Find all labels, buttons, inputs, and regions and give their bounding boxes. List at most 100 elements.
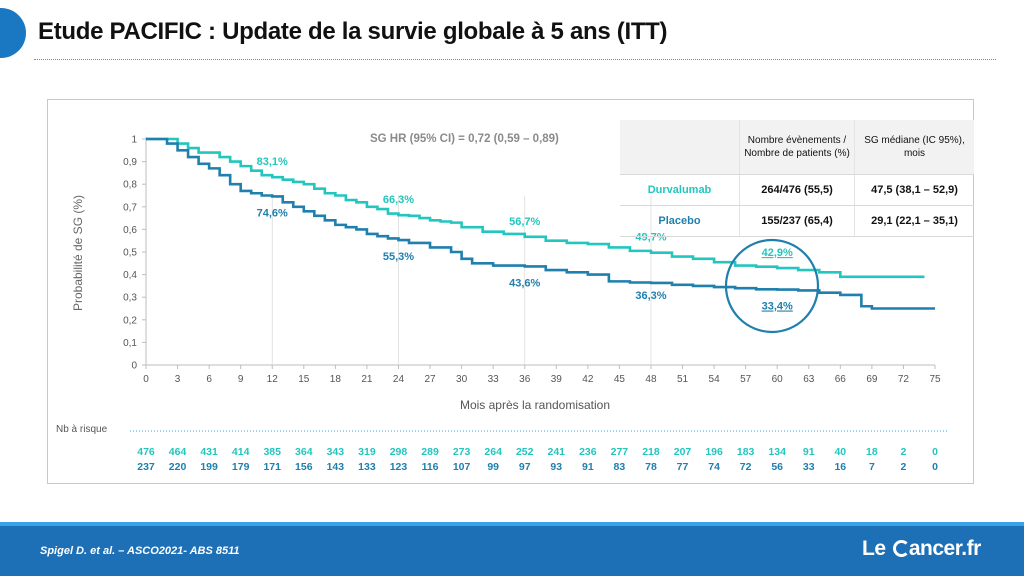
at-risk-placebo-value: 156 [295,461,313,473]
y-tick-label: 0,4 [123,270,137,281]
x-tick-label: 15 [298,374,310,385]
logo-c-icon [892,540,910,557]
x-tick-label: 39 [551,374,563,385]
x-tick-label: 45 [614,374,626,385]
x-tick-label: 21 [361,374,373,385]
highlight-circle [724,238,820,334]
x-tick-label: 63 [803,374,815,385]
title-divider [34,59,996,60]
y-tick-label: 0,7 [123,202,137,213]
at-risk-placebo-value: 0 [932,461,938,473]
at-risk-durvalumab-value: 252 [516,446,534,458]
y-tick-label: 0,3 [123,293,137,304]
at-risk-durvalumab-value: 298 [390,446,408,458]
at-risk-durvalumab-value: 236 [579,446,597,458]
at-risk-durvalumab-value: 414 [232,446,250,458]
at-risk-placebo-value: 56 [771,461,783,473]
citation-text: Spigel D. et al. – ASCO2021- ABS 8511 [40,545,240,557]
annotation-label-durvalumab: 66,3% [383,194,414,206]
summary-header-empty [620,120,740,175]
annotation-label-placebo: 43,6% [509,277,540,289]
summary-durvalumab-events: 264/476 (55,5) [739,174,855,206]
x-tick-label: 54 [709,374,721,385]
at-risk-placebo-value: 107 [453,461,471,473]
at-risk-placebo-value: 2 [901,461,907,473]
y-axis: 0 0,1 0,2 0,3 0,4 0,5 0,6 0,7 0,8 0,9 1 [123,135,147,372]
at-risk-placebo-value: 220 [169,461,187,473]
summary-row-durvalumab: Durvalumab 264/476 (55,5) 47,5 (38,1 – 5… [620,174,974,206]
at-risk-placebo-value: 83 [614,461,626,473]
x-tick-label: 3 [175,374,181,385]
chart-frame [47,99,974,484]
summary-table: Nombre évènements / Nombre de patients (… [620,120,974,237]
site-logo: Le ancer.fr [862,537,981,561]
summary-placebo-name: Placebo [620,205,740,237]
at-risk-durvalumab-value: 343 [327,446,345,458]
annotation-label-durvalumab: 56,7% [509,216,540,228]
at-risk-durvalumab-value: 40 [834,446,846,458]
at-risk-durvalumab-value: 18 [866,446,878,458]
at-risk-durvalumab-value: 431 [200,446,218,458]
x-tick-label: 57 [740,374,752,385]
at-risk-durvalumab-value: 385 [263,446,281,458]
survival-curve-durvalumab [146,137,925,279]
y-axis-label: Probabilité de SG (%) [71,195,85,311]
x-axis-label: Mois après la randomisation [460,398,610,412]
x-tick-label: 66 [835,374,847,385]
at-risk-durvalumab-value: 273 [453,446,471,458]
x-tick-label: 12 [267,374,279,385]
x-tick-label: 36 [519,374,531,385]
at-risk-placebo-value: 93 [550,461,562,473]
annotation-label-placebo: 33,4% [762,301,793,313]
at-risk-durvalumab-value: 277 [611,446,629,458]
at-risk-durvalumab-value: 207 [674,446,692,458]
annotation-label-placebo: 36,3% [635,290,666,302]
x-tick-label: 48 [645,374,657,385]
at-risk-placebo-value: 133 [358,461,376,473]
page-title: Etude PACIFIC : Update de la survie glob… [38,18,668,45]
at-risk-table: 476 464 431 414 385 364 343 319 298 289 273 264 252 2… [137,446,938,473]
summary-placebo-events: 155/237 (65,4) [739,205,855,237]
x-axis: 0 3 6 9 12 15 18 21 24 27 30 33 36 39 42 45 48 51 54 57 60 63… [143,195,941,385]
at-risk-durvalumab-value: 91 [803,446,815,458]
at-risk-placebo-value: 72 [740,461,752,473]
at-risk-durvalumab-value: 218 [642,446,660,458]
at-risk-placebo-value: 33 [803,461,815,473]
at-risk-placebo-value: 16 [834,461,846,473]
x-tick-label: 69 [866,374,878,385]
at-risk-durvalumab-value: 183 [737,446,755,458]
y-tick-label: 0,6 [123,225,137,236]
y-tick-label: 0,2 [123,315,137,326]
y-tick-label: 0,8 [123,180,137,191]
footer-accent-strip [0,522,1024,528]
footer-bar [0,526,1024,576]
logo-prefix: Le [862,537,886,560]
y-tick-label: 0,5 [123,248,137,259]
x-tick-label: 42 [582,374,594,385]
x-tick-label: 72 [898,374,910,385]
summary-table-header: Nombre évènements / Nombre de patients (… [620,120,974,175]
at-risk-placebo-value: 237 [137,461,155,473]
at-risk-durvalumab-value: 464 [169,446,187,458]
at-risk-placebo-value: 199 [200,461,218,473]
summary-header-median: SG médiane (IC 95%), mois [854,120,974,175]
at-risk-durvalumab-value: 134 [768,446,786,458]
summary-header-events: Nombre évènements / Nombre de patients (… [739,120,855,175]
at-risk-durvalumab-value: 289 [421,446,439,458]
annotation-label-placebo: 74,6% [257,207,288,219]
y-tick-label: 1 [131,135,137,146]
x-tick-label: 6 [206,374,212,385]
y-tick-label: 0,9 [123,157,137,168]
y-tick-label: 0 [131,361,137,372]
at-risk-placebo-value: 171 [263,461,281,473]
x-tick-label: 30 [456,374,468,385]
at-risk-durvalumab-value: 319 [358,446,376,458]
at-risk-placebo-value: 7 [869,461,875,473]
x-tick-label: 33 [488,374,500,385]
at-risk-placebo-value: 123 [390,461,408,473]
curve-annotations: 83,1%66,3%56,7%49,7%42,9%74,6%55,3%43,6%… [257,156,793,312]
x-tick-label: 75 [929,374,941,385]
x-tick-label: 0 [143,374,149,385]
x-tick-label: 24 [393,374,405,385]
summary-row-placebo: Placebo 155/237 (65,4) 29,1 (22,1 – 35,1… [620,205,974,237]
